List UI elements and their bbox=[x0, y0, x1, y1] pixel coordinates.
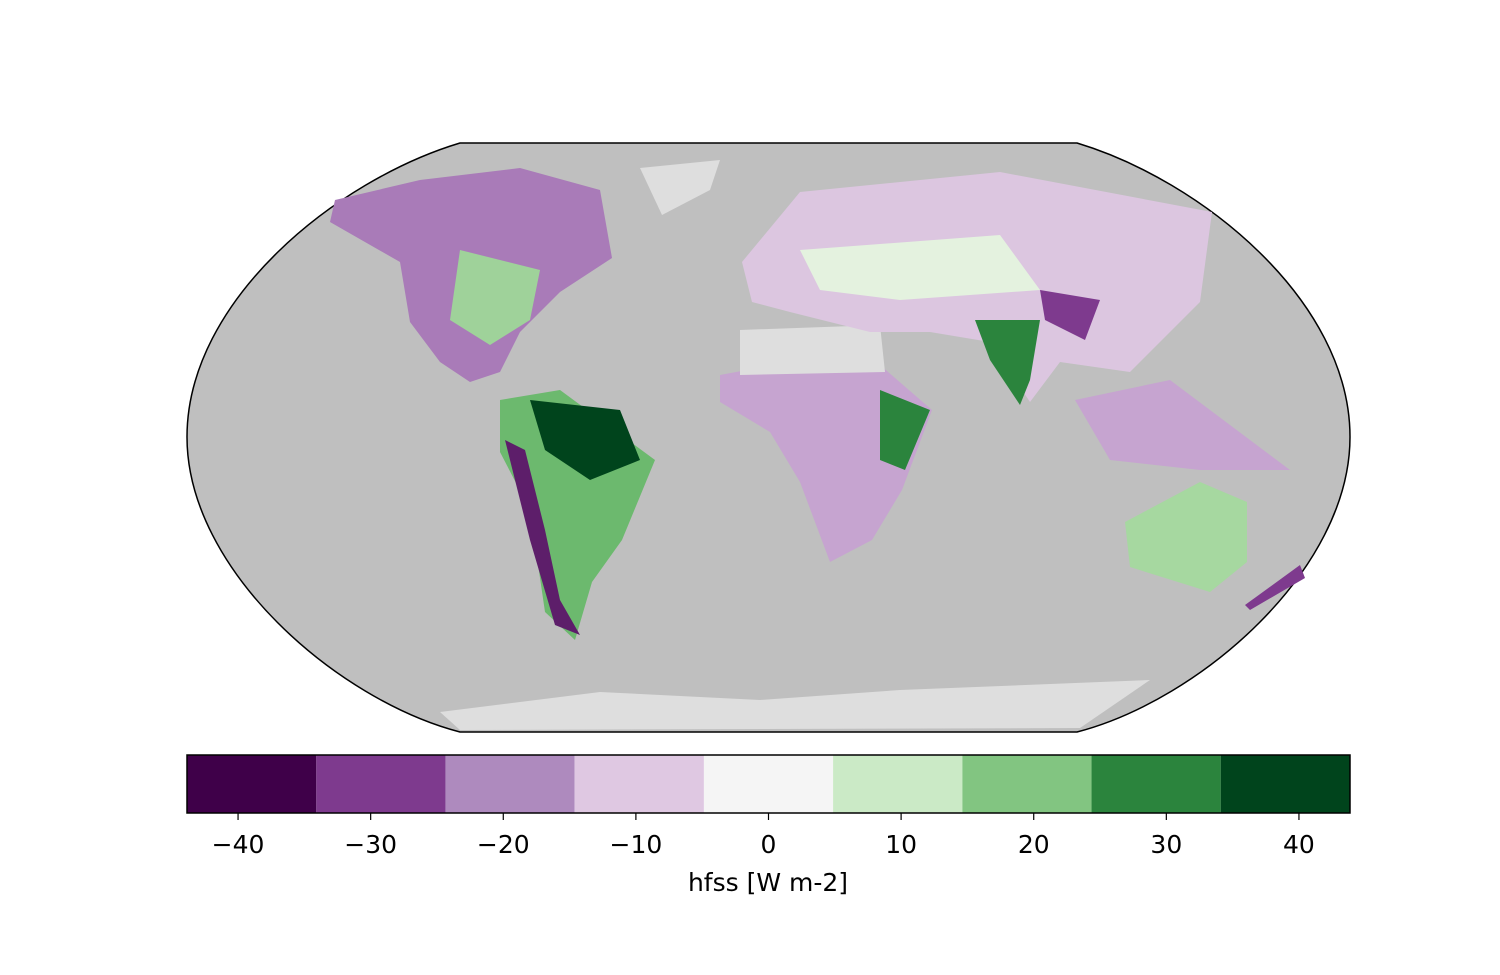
tick-label: −40 bbox=[212, 830, 265, 859]
tick-label: −10 bbox=[610, 830, 663, 859]
tick-label: 0 bbox=[761, 830, 777, 859]
colorbar-segment bbox=[445, 755, 575, 813]
new-zealand bbox=[1245, 565, 1305, 610]
north-america-east bbox=[450, 250, 540, 345]
india bbox=[975, 320, 1040, 405]
amazon bbox=[530, 400, 640, 480]
colorbar-segment bbox=[962, 755, 1092, 813]
east-africa bbox=[880, 390, 930, 470]
tibet bbox=[1040, 290, 1100, 340]
andes bbox=[505, 440, 580, 635]
tick-label: 40 bbox=[1283, 830, 1315, 859]
map bbox=[186, 142, 1351, 733]
africa bbox=[720, 360, 932, 562]
tick-label: −20 bbox=[477, 830, 530, 859]
australia bbox=[1125, 482, 1247, 592]
greenland bbox=[640, 160, 720, 215]
tick-label: −30 bbox=[344, 830, 397, 859]
colorbar-label: hfss [W m-2] bbox=[688, 868, 848, 897]
colorbar-segment bbox=[316, 755, 446, 813]
colorbar-segment bbox=[574, 755, 704, 813]
tick-label: 20 bbox=[1018, 830, 1050, 859]
tick-label: 30 bbox=[1150, 830, 1182, 859]
tick-label: 10 bbox=[885, 830, 917, 859]
colorbar-segment bbox=[833, 755, 963, 813]
sahara bbox=[740, 325, 885, 375]
colorbar-segment bbox=[187, 755, 317, 813]
colorbar-segment bbox=[1091, 755, 1221, 813]
central-asia bbox=[800, 235, 1040, 300]
colorbar: hfss [W m-2] −40 −30 −20 −10 0 10 20 30 40 bbox=[186, 754, 1351, 897]
antarctica bbox=[440, 680, 1150, 730]
colorbar-segment bbox=[1220, 755, 1350, 813]
southeast-asia bbox=[1075, 380, 1290, 470]
colorbar-segment bbox=[703, 755, 834, 813]
